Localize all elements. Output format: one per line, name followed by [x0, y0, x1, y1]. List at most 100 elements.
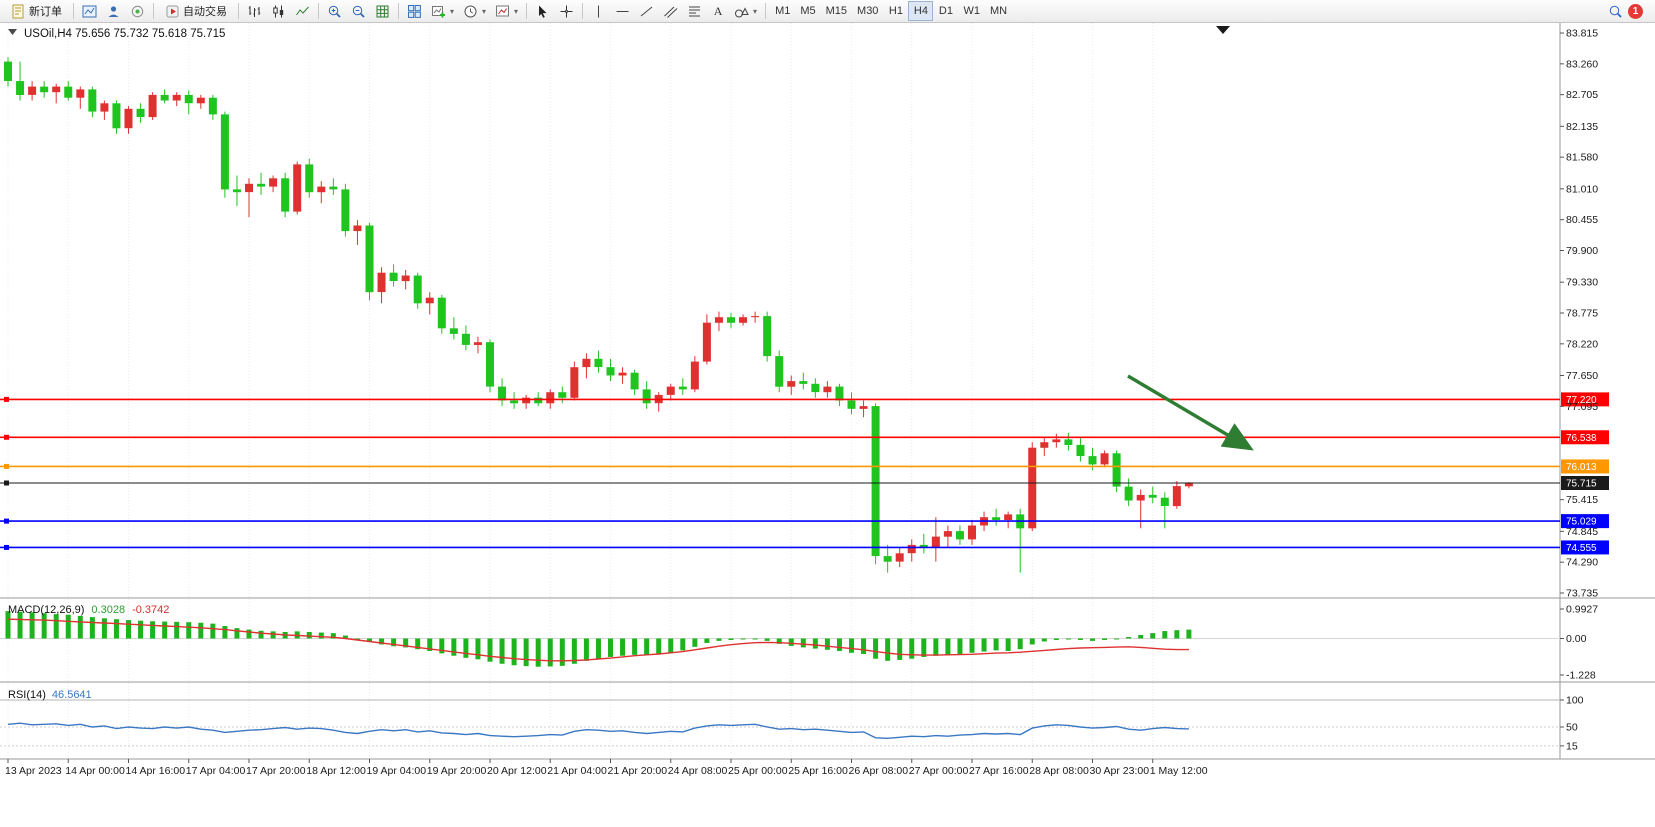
community-button[interactable]	[126, 1, 149, 21]
line-anchor[interactable]	[4, 463, 9, 469]
timeframe-m1-button[interactable]: M1	[770, 1, 795, 21]
trend-arrow-annotation[interactable]	[1127, 374, 1254, 451]
line-anchor[interactable]	[4, 518, 9, 524]
zoom-out-button[interactable]	[347, 1, 370, 21]
chart-shift-marker-icon[interactable]	[1216, 26, 1230, 34]
macd-histogram-bar	[620, 638, 626, 656]
new-chart-button[interactable]: ▾	[427, 1, 458, 21]
period-dropdown-button[interactable]: ▾	[459, 1, 490, 21]
timeframe-d1-button[interactable]: D1	[933, 1, 958, 21]
horizontal-line-button[interactable]	[611, 1, 634, 21]
candlestick	[570, 367, 579, 398]
fibonacci-icon	[689, 6, 701, 16]
fibonacci-button[interactable]	[683, 1, 706, 21]
candlestick	[437, 297, 446, 329]
candlestick	[257, 183, 266, 187]
candlestick	[727, 317, 735, 323]
candlestick	[859, 406, 868, 409]
channel-button[interactable]	[659, 1, 682, 21]
line-anchor[interactable]	[4, 396, 9, 402]
text-tool-button[interactable]: A	[707, 1, 729, 21]
bar-chart-button[interactable]	[243, 1, 266, 21]
line-chart-button[interactable]	[291, 1, 314, 21]
svg-text:77.095: 77.095	[1566, 401, 1598, 413]
bar-chart-icon	[248, 5, 261, 17]
auto-trading-button[interactable]: 自动交易	[158, 1, 234, 21]
macd-histogram-bar	[776, 638, 782, 644]
macd-histogram-bar	[210, 623, 216, 639]
crosshair-button[interactable]	[555, 1, 578, 21]
macd-histogram-bar	[885, 638, 891, 661]
macd-histogram-bar	[1029, 638, 1035, 645]
macd-signal-value: -0.3742	[132, 604, 169, 616]
timeframe-m15-button[interactable]: M15	[821, 1, 852, 21]
timeframe-mn-button[interactable]: MN	[985, 1, 1012, 21]
macd-histogram-bar	[849, 638, 854, 653]
svg-text:25 Apr 00:00: 25 Apr 00:00	[728, 765, 788, 777]
macd-histogram-bar	[1041, 638, 1047, 642]
macd-histogram-bar	[993, 638, 999, 651]
cursor-button[interactable]	[531, 1, 554, 21]
candlestick	[546, 392, 555, 404]
macd-histogram-bar	[487, 638, 493, 662]
candlestick	[931, 536, 940, 548]
macd-histogram-bar	[1162, 631, 1168, 639]
svg-text:79.900: 79.900	[1566, 245, 1598, 257]
line-anchor[interactable]	[4, 480, 9, 486]
chart-symbol-triangle-icon[interactable]	[8, 29, 17, 35]
macd-histogram-bar	[246, 629, 252, 639]
line-anchor[interactable]	[4, 434, 9, 440]
macd-histogram-bar	[451, 638, 457, 656]
grid-button[interactable]	[371, 1, 394, 21]
macd-histogram-bar	[1090, 638, 1095, 641]
chevron-down-icon: ▾	[482, 6, 487, 16]
candlestick	[124, 108, 133, 129]
candlestick	[606, 367, 615, 376]
trendline-button[interactable]	[635, 1, 658, 21]
svg-text:100: 100	[1566, 695, 1584, 707]
macd-histogram-bar	[788, 638, 794, 646]
macd-histogram-bar	[113, 619, 119, 639]
candlestick-chart-button[interactable]	[267, 1, 290, 21]
shapes-button[interactable]: ▾	[730, 1, 761, 21]
candlestick	[1040, 442, 1049, 448]
shapes-icon	[735, 6, 749, 17]
timeframe-m5-button[interactable]: M5	[795, 1, 820, 21]
profile-button[interactable]	[102, 1, 125, 21]
rsi-name: RSI(14)	[8, 689, 46, 701]
candlestick	[1112, 453, 1121, 487]
charts-button[interactable]	[78, 1, 101, 21]
candlestick	[317, 186, 326, 193]
tile-windows-icon	[408, 4, 421, 18]
timeframe-w1-button[interactable]: W1	[958, 1, 985, 21]
new-order-button[interactable]: 新订单	[4, 1, 69, 21]
notification-badge[interactable]: 1	[1628, 3, 1643, 19]
candlestick	[799, 381, 808, 384]
svg-text:26 Apr 08:00: 26 Apr 08:00	[849, 765, 909, 777]
candlestick	[196, 97, 205, 104]
timeframe-m30-button[interactable]: M30	[852, 1, 883, 21]
chart-canvas[interactable]: 0.9927 0.00 -1.228 100 50 15 77.220 76.538 76.01…	[0, 23, 1655, 827]
macd-histogram-bar	[945, 638, 951, 655]
svg-text:0.9927: 0.9927	[1566, 604, 1598, 616]
template-button[interactable]: ▾	[491, 1, 522, 21]
candlestick	[401, 275, 410, 282]
tile-windows-button[interactable]	[403, 1, 426, 21]
candlestick	[341, 189, 350, 232]
macd-histogram-bar	[318, 632, 324, 639]
candlestick	[510, 400, 519, 404]
profile-icon	[108, 5, 119, 17]
candlestick	[449, 328, 458, 334]
zoom-in-button[interactable]	[323, 1, 346, 21]
macd-histogram-bar	[800, 638, 806, 648]
search-button[interactable]	[1604, 1, 1627, 21]
timeframe-h1-button[interactable]: H1	[883, 1, 908, 21]
vertical-line-button[interactable]	[587, 1, 610, 21]
candlestick	[365, 225, 374, 293]
macd-histogram-bar	[138, 620, 144, 639]
line-anchor[interactable]	[4, 544, 9, 550]
candlestick	[883, 556, 892, 562]
svg-text:21 Apr 20:00: 21 Apr 20:00	[608, 765, 668, 777]
svg-text:24 Apr 08:00: 24 Apr 08:00	[668, 765, 728, 777]
timeframe-h4-button[interactable]: H4	[908, 1, 934, 21]
